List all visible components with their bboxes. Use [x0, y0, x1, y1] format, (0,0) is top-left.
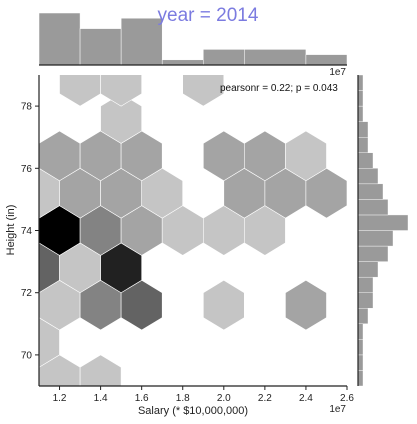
y-axis-label: Height (in): [5, 205, 17, 256]
x-tick-label: 2.2: [258, 393, 272, 404]
x-tick-label: 1.6: [135, 393, 149, 404]
y-tick-label: 76: [21, 164, 33, 175]
hexbin-cell: [182, 75, 225, 107]
x-tick-label: 1.4: [94, 393, 108, 404]
hexbin-layer: [39, 75, 347, 386]
right-marginal-bar: [357, 90, 364, 107]
right-marginal-bar: [357, 230, 394, 247]
right-marginal-bar: [357, 323, 364, 340]
x-tick-label: 1.8: [176, 393, 190, 404]
right-marginal-bar: [357, 74, 364, 91]
x-tick-label: 2.6: [340, 393, 354, 404]
right-marginal-bar: [357, 183, 384, 200]
y-ticks: 70 72 74 76 78: [21, 102, 39, 361]
right-marginal-bar: [357, 121, 369, 138]
x-tick-label: 1.2: [53, 393, 67, 404]
x-tick-label: 2.0: [217, 393, 231, 404]
x-tick-label: 2.4: [299, 393, 313, 404]
right-marginal-bar: [357, 152, 374, 169]
y-tick-label: 74: [21, 226, 33, 237]
hexbin-cell: [59, 75, 101, 107]
right-marginal-histogram: [357, 74, 409, 387]
top-marginal-bar: [79, 28, 122, 66]
right-marginal-bar: [357, 105, 364, 122]
top-marginal-bar: [38, 12, 81, 66]
x-axis-offset-label: 1e7: [329, 404, 346, 415]
top-marginal-bar: [120, 17, 163, 66]
right-marginal-bar: [357, 354, 364, 371]
top-marginal-bar: [161, 59, 204, 66]
right-marginal-bar: [357, 199, 389, 216]
top-marginal-histogram: [38, 12, 348, 66]
right-marginal-bar: [357, 136, 369, 153]
right-marginal-bar: [357, 168, 379, 185]
top-marginal-bar: [244, 49, 307, 66]
hexbin-cell: [100, 75, 142, 107]
right-marginal-bar: [357, 214, 409, 231]
top-marginal-bar: [305, 54, 348, 66]
right-marginal-bar: [357, 276, 374, 293]
hexbin-cell: [79, 354, 122, 386]
chart-title: year = 2014: [158, 5, 259, 26]
y-tick-label: 70: [21, 350, 33, 361]
x-ticks: 1.2 1.4 1.6 1.8 2.0 2.2 2.4 2.6: [53, 386, 354, 404]
right-marginal-bar: [357, 339, 364, 356]
hexbin-cell: [100, 93, 142, 144]
y-tick-label: 72: [21, 288, 33, 299]
top-marginal-offset-label: 1e7: [329, 67, 346, 78]
hexbin-cell: [285, 279, 327, 331]
top-marginal-bar: [203, 49, 245, 66]
right-marginal-bar: [357, 308, 369, 325]
right-marginal-bar: [357, 292, 374, 309]
right-marginal-bar: [357, 261, 379, 278]
x-axis-label: Salary (* $10,000,000): [138, 405, 248, 417]
pearson-annotation: pearsonr = 0.22; p = 0.043: [220, 83, 338, 94]
hexbin-cell: [285, 130, 327, 182]
right-marginal-bar: [357, 370, 364, 387]
right-marginal-bar: [357, 245, 389, 262]
y-tick-label: 78: [21, 102, 33, 113]
hexbin-cell: [203, 279, 245, 331]
